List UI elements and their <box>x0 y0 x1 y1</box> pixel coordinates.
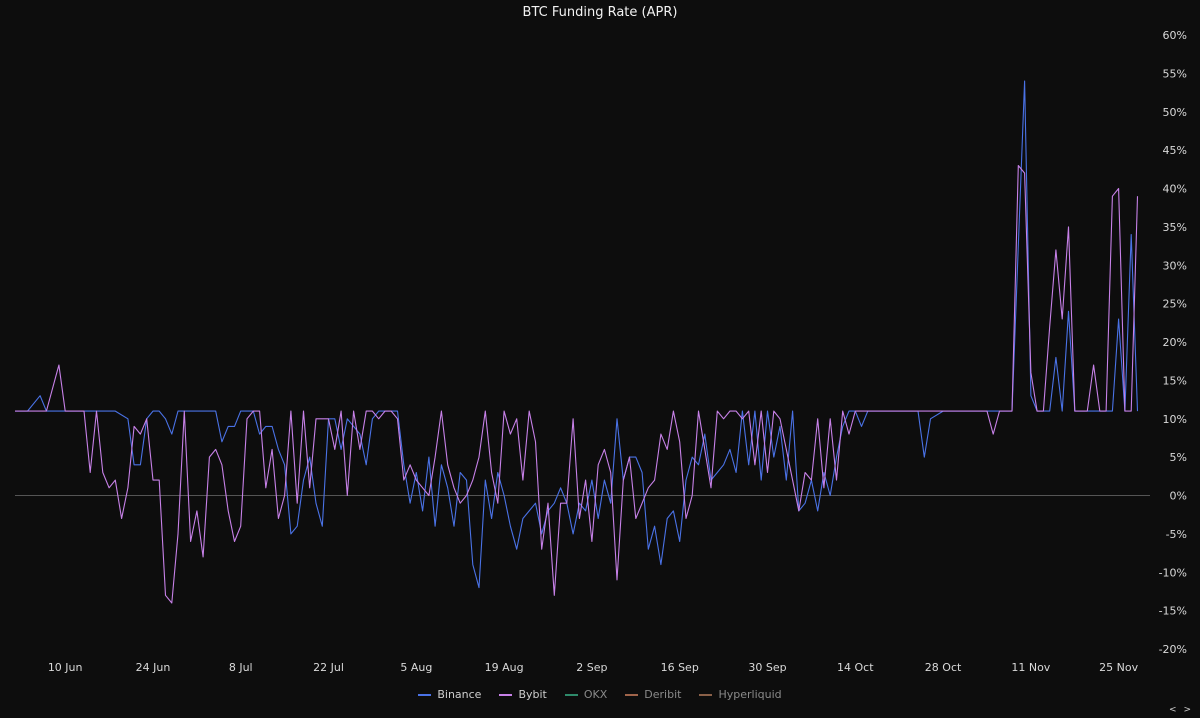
legend-label: Hyperliquid <box>718 688 782 701</box>
x-tick-label: 5 Aug <box>400 661 432 674</box>
y-axis: 60% 55% 50% 45% 40% 35% 30% 25% 20% 15% 10% 5% 0% -5%… <box>1159 29 1187 656</box>
legend-item-okx[interactable]: OKX <box>564 688 608 701</box>
legend-swatch <box>499 693 513 696</box>
x-axis: 10 Jun 24 Jun 8 Jul 22 Jul 5 Aug 19 Aug 2 Sep 1… <box>48 661 1139 674</box>
legend-item-bybit[interactable]: Bybit <box>499 688 547 701</box>
x-tick-label: 22 Jul <box>313 661 344 674</box>
y-tick-label: 50% <box>1163 106 1187 119</box>
x-tick-label: 30 Sep <box>748 661 786 674</box>
chart-nav: < > <box>1169 705 1193 715</box>
y-tick-label: 40% <box>1163 183 1187 196</box>
y-tick-label: 5% <box>1170 451 1187 464</box>
y-tick-label: -15% <box>1159 605 1187 618</box>
legend-label: Binance <box>437 688 482 701</box>
x-tick-label: 24 Jun <box>136 661 171 674</box>
chart-title: BTC Funding Rate (APR) <box>522 5 678 20</box>
legend-swatch <box>625 693 639 696</box>
y-tick-label: 25% <box>1163 298 1187 311</box>
legend-swatch <box>699 693 713 696</box>
y-tick-label: 35% <box>1163 221 1187 234</box>
series-line-bybit <box>15 164 1139 604</box>
x-tick-label: 8 Jul <box>229 661 253 674</box>
y-tick-label: 15% <box>1163 374 1187 387</box>
legend-item-deribit[interactable]: Deribit <box>625 688 681 701</box>
y-tick-label: 10% <box>1163 413 1187 426</box>
y-tick-label: 0% <box>1170 490 1187 503</box>
legend-item-hyperliquid[interactable]: Hyperliquid <box>699 688 782 701</box>
x-tick-label: 16 Sep <box>661 661 699 674</box>
y-tick-label: -20% <box>1159 643 1187 656</box>
legend-item-binance[interactable]: Binance <box>418 688 481 701</box>
y-tick-label: 45% <box>1163 144 1187 157</box>
next-arrow-icon[interactable]: > <box>1183 705 1193 715</box>
x-tick-label: 19 Aug <box>485 661 524 674</box>
y-tick-label: 60% <box>1163 29 1187 42</box>
legend-swatch <box>418 693 432 696</box>
x-tick-label: 14 Oct <box>837 661 874 674</box>
legend-label: Bybit <box>518 688 547 701</box>
legend-swatch <box>564 693 578 696</box>
y-tick-label: -10% <box>1159 566 1187 579</box>
x-tick-label: 10 Jun <box>48 661 83 674</box>
y-tick-label: 20% <box>1163 336 1187 349</box>
y-tick-label: -5% <box>1166 528 1187 541</box>
y-tick-label: 55% <box>1163 67 1187 80</box>
series-line-binance <box>15 80 1139 589</box>
x-tick-label: 11 Nov <box>1011 661 1050 674</box>
legend-label: OKX <box>583 688 608 701</box>
x-tick-label: 25 Nov <box>1099 661 1138 674</box>
series-layer <box>15 80 1139 604</box>
x-tick-label: 28 Oct <box>925 661 962 674</box>
legend-label: Deribit <box>644 688 682 701</box>
legend: Binance Bybit OKX Deribit Hyperliquid <box>0 688 1200 701</box>
prev-arrow-icon[interactable]: < <box>1169 705 1179 715</box>
x-tick-label: 2 Sep <box>576 661 607 674</box>
y-tick-label: 30% <box>1163 259 1187 272</box>
